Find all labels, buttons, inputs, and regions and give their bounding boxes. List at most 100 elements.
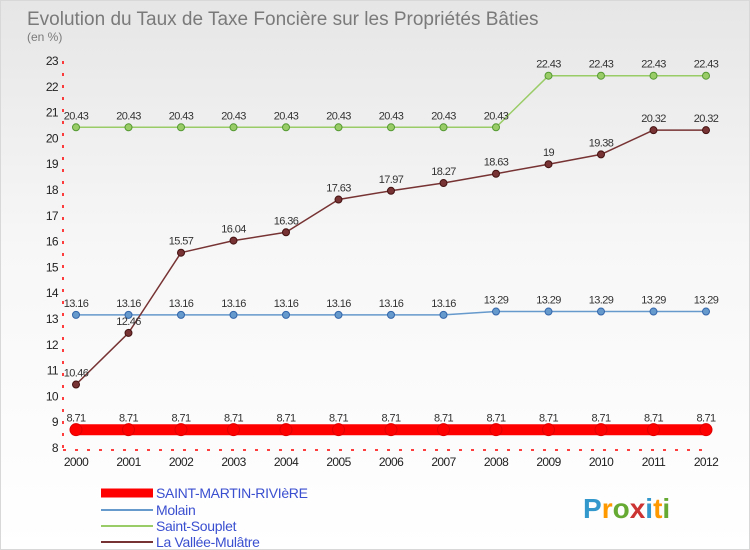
data-point-la-vallee-mulatre xyxy=(229,236,238,245)
y-tick-label: 23 xyxy=(46,54,59,68)
data-label-molain: 13.16 xyxy=(379,298,404,310)
data-label-saint-souplet: 20.43 xyxy=(326,110,351,122)
data-point-molain xyxy=(229,310,238,319)
data-point-la-vallee-mulatre xyxy=(492,169,500,178)
data-label-molain: 13.29 xyxy=(694,295,719,307)
series-line-la-vallee-mulatre xyxy=(75,129,707,386)
data-point-saint-souplet xyxy=(649,71,658,80)
data-point-saint-souplet xyxy=(72,123,80,132)
x-tick-label: 2009 xyxy=(536,455,561,469)
proxiti-logo: Proxiti xyxy=(583,493,670,524)
data-point-saint-souplet xyxy=(702,71,710,80)
y-tick-label: 18 xyxy=(46,183,59,197)
x-tick-label: 2006 xyxy=(379,455,404,469)
data-label-molain: 13.16 xyxy=(64,298,89,310)
data-point-molain xyxy=(334,310,343,319)
data-point-saint-martin-riviere xyxy=(227,423,240,437)
data-label-layer: 8.71 8.71 8.71 8.71 8.71 8.71 8.71 8.71 8.71 8.71… xyxy=(64,59,720,425)
axes: 8 9 10 11 12 13 14 15 16 17 18 19 20 21 22 23 2000 2001 20… xyxy=(46,54,720,469)
data-label-molain: 13.29 xyxy=(589,295,614,307)
chart-title: Evolution du Taux de Taxe Foncière sur l… xyxy=(27,9,539,30)
data-label-molain: 13.16 xyxy=(431,298,456,310)
data-label-saint-martin-riviere: 8.71 xyxy=(224,413,243,425)
data-label-la-vallee-mulatre: 20.32 xyxy=(641,113,666,125)
data-label-saint-souplet: 22.43 xyxy=(641,59,666,71)
y-tick-label: 16 xyxy=(46,235,59,249)
x-tick-label: 2008 xyxy=(484,455,509,469)
y-tick-label: 9 xyxy=(52,415,59,429)
data-label-saint-souplet: 20.43 xyxy=(274,110,299,122)
x-tick-label: 2002 xyxy=(169,455,194,469)
y-tick-label: 10 xyxy=(46,389,59,403)
legend-label-molain: Molain xyxy=(156,502,195,518)
data-point-saint-souplet xyxy=(544,71,553,80)
data-label-la-vallee-mulatre: 12.46 xyxy=(116,316,141,328)
data-label-molain: 13.16 xyxy=(326,298,351,310)
data-label-saint-martin-riviere: 8.71 xyxy=(644,413,663,425)
data-point-molain xyxy=(439,310,448,319)
y-tick-label: 17 xyxy=(46,209,59,223)
data-label-saint-martin-riviere: 8.71 xyxy=(171,413,190,425)
data-label-molain: 13.16 xyxy=(169,298,194,310)
data-point-saint-souplet xyxy=(229,123,238,132)
data-point-la-vallee-mulatre xyxy=(649,126,658,135)
legend-label-saint-martin-riviere: SAINT-MARTIN-RIVIèRE xyxy=(156,485,308,501)
x-tick-label: 2003 xyxy=(221,455,246,469)
data-point-molain xyxy=(72,310,80,319)
data-label-saint-souplet: 20.43 xyxy=(64,110,89,122)
data-label-saint-souplet: 20.43 xyxy=(169,110,194,122)
y-tick-label: 14 xyxy=(46,286,59,300)
data-label-saint-souplet: 22.43 xyxy=(694,59,719,71)
logo-letter: o xyxy=(613,493,630,524)
y-tick-label: 13 xyxy=(46,312,59,326)
x-tick-label: 2010 xyxy=(589,455,614,469)
data-label-saint-souplet: 20.43 xyxy=(116,110,141,122)
data-point-la-vallee-mulatre xyxy=(72,380,80,389)
data-label-molain: 13.16 xyxy=(221,298,246,310)
data-point-saint-martin-riviere xyxy=(279,423,293,437)
data-point-saint-souplet xyxy=(334,123,343,132)
data-label-saint-martin-riviere: 8.71 xyxy=(276,413,295,425)
data-point-saint-souplet xyxy=(597,71,605,80)
data-label-saint-martin-riviere: 8.71 xyxy=(591,413,610,425)
data-point-molain xyxy=(282,310,290,319)
data-point-molain xyxy=(124,310,133,319)
data-label-la-vallee-mulatre: 20.32 xyxy=(694,113,719,125)
data-point-la-vallee-mulatre xyxy=(439,179,448,188)
series-layer xyxy=(69,71,713,437)
logo-letter: t xyxy=(653,493,662,524)
data-point-la-vallee-mulatre xyxy=(334,195,343,204)
data-label-saint-martin-riviere: 8.71 xyxy=(381,413,400,425)
x-tick-label: 2001 xyxy=(116,455,141,469)
data-label-la-vallee-mulatre: 17.97 xyxy=(379,174,404,186)
legend: SAINT-MARTIN-RIVIèREMolainSaint-SoupletL… xyxy=(101,485,308,549)
data-label-la-vallee-mulatre: 18.27 xyxy=(431,166,456,178)
legend-label-saint-souplet: Saint-Souplet xyxy=(156,518,237,534)
logo-letter: i xyxy=(645,493,653,524)
data-point-saint-martin-riviere xyxy=(437,423,450,437)
data-point-saint-martin-riviere xyxy=(122,423,135,437)
data-point-la-vallee-mulatre xyxy=(702,126,710,135)
data-point-saint-martin-riviere xyxy=(174,423,188,437)
chart-subtitle: (en %) xyxy=(27,30,62,44)
data-label-la-vallee-mulatre: 10.46 xyxy=(64,368,89,380)
data-label-la-vallee-mulatre: 18.63 xyxy=(484,157,509,169)
data-point-molain xyxy=(597,307,605,316)
data-point-saint-martin-riviere xyxy=(699,423,713,437)
data-label-la-vallee-mulatre: 19.38 xyxy=(589,137,614,149)
legend-label-la-vallee-mulatre: La Vallée-Mulâtre xyxy=(156,534,260,549)
y-tick-label: 19 xyxy=(46,157,59,171)
data-point-la-vallee-mulatre xyxy=(387,186,395,195)
y-tick-label: 8 xyxy=(52,441,59,455)
x-tick-label: 2004 xyxy=(274,455,299,469)
x-tick-label: 2011 xyxy=(642,455,666,469)
data-label-saint-martin-riviere: 8.71 xyxy=(66,413,85,425)
data-point-saint-souplet xyxy=(124,123,133,132)
data-point-molain xyxy=(544,307,553,316)
data-label-saint-souplet: 22.43 xyxy=(536,59,561,71)
data-point-la-vallee-mulatre xyxy=(177,248,185,257)
data-label-molain: 13.29 xyxy=(536,295,561,307)
data-label-saint-martin-riviere: 8.71 xyxy=(696,413,715,425)
data-point-la-vallee-mulatre xyxy=(124,328,133,337)
